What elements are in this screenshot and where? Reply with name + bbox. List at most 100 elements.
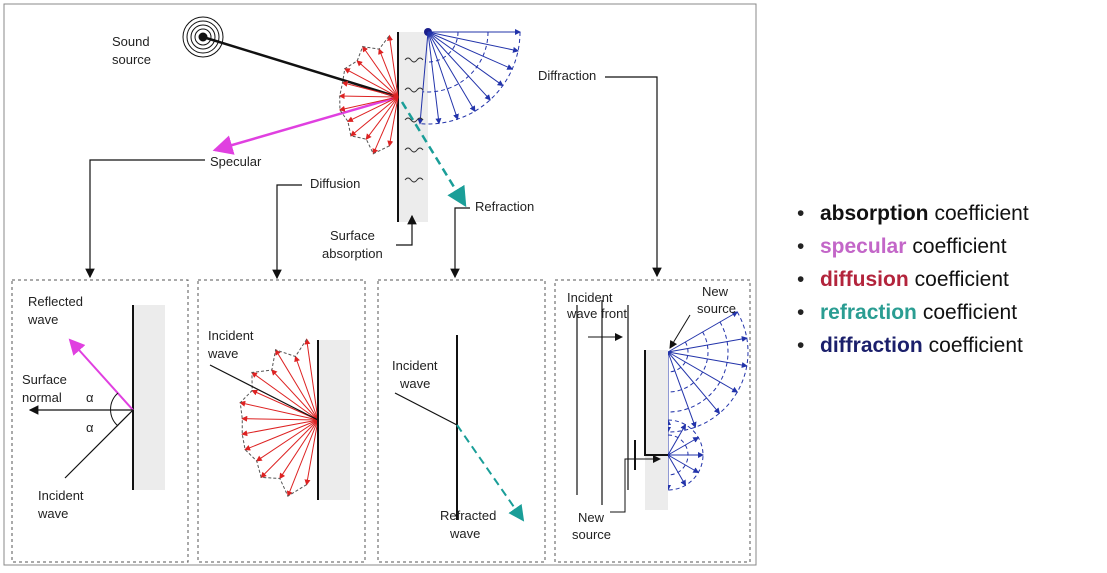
diffuse-ray bbox=[350, 96, 399, 137]
wave-arc bbox=[422, 31, 489, 93]
diffuse-ray bbox=[338, 93, 399, 100]
wall bbox=[133, 305, 165, 490]
diffuse-ray bbox=[241, 419, 319, 437]
diffuse-ray bbox=[362, 45, 399, 98]
coefficient-term: specular bbox=[820, 235, 906, 258]
diffuse-ray bbox=[343, 68, 399, 98]
diagram: Sound source Specular Diffusion Surface ab… bbox=[3, 3, 757, 566]
diffuse-ray bbox=[304, 338, 319, 421]
diffuse-ray bbox=[241, 415, 319, 422]
label: Refraction bbox=[475, 199, 534, 214]
absorption-squiggle bbox=[404, 87, 424, 93]
coefficient-item: diffraction coefficient bbox=[820, 334, 1023, 357]
diffract-ray bbox=[667, 454, 700, 473]
diffuse-ray bbox=[260, 419, 319, 479]
wave-arc bbox=[667, 341, 689, 373]
wall bbox=[318, 340, 350, 500]
angle-arc bbox=[110, 392, 119, 427]
label: Refracted wave bbox=[440, 508, 496, 541]
coefficient-item: diffusion coefficient bbox=[820, 268, 1009, 291]
diffract-ray bbox=[427, 31, 459, 121]
refraction-ray bbox=[400, 101, 467, 208]
label: New source bbox=[697, 284, 736, 316]
bullet: • bbox=[797, 235, 804, 258]
wave-arc bbox=[667, 321, 729, 413]
panel-frames bbox=[11, 279, 751, 563]
diffract-ray bbox=[667, 454, 687, 487]
label: Diffraction bbox=[538, 68, 596, 83]
diffuse-envelope bbox=[239, 338, 308, 497]
fans bbox=[239, 29, 749, 498]
diffract-ray bbox=[667, 351, 721, 415]
coefficient-rest: coefficient bbox=[912, 235, 1006, 258]
diffract-ray bbox=[427, 31, 504, 87]
diffract-ray bbox=[427, 31, 476, 113]
coefficient-rest: coefficient bbox=[929, 334, 1023, 357]
coefficient-rest: coefficient bbox=[915, 268, 1009, 291]
coefficient-rest: coefficient bbox=[923, 301, 1017, 324]
arrow bbox=[669, 314, 691, 349]
diffract-ray bbox=[427, 31, 520, 53]
diffract-ray bbox=[667, 351, 739, 393]
label: Incident wave bbox=[392, 358, 438, 391]
diffuse-ray bbox=[279, 419, 319, 480]
diffuse-ray bbox=[341, 81, 399, 98]
coefficient-rest: coefficient bbox=[935, 202, 1029, 225]
diffuse-ray bbox=[294, 355, 319, 421]
diffract-ray bbox=[427, 31, 442, 125]
label: Diffusion bbox=[310, 176, 360, 191]
incident-ray bbox=[64, 409, 134, 479]
diffract-ray bbox=[667, 437, 700, 456]
wall bbox=[645, 350, 668, 510]
diffuse-ray bbox=[286, 419, 319, 498]
diffuse-ray bbox=[275, 348, 319, 421]
label: Specular bbox=[210, 154, 262, 169]
diffuse-envelope bbox=[339, 35, 390, 155]
diffuse-ray bbox=[255, 419, 319, 462]
diffuse-ray bbox=[304, 419, 319, 486]
wave-arc bbox=[667, 419, 704, 491]
coefficient-term: refraction bbox=[820, 301, 917, 324]
frame bbox=[3, 3, 757, 566]
absorption-squiggle bbox=[404, 57, 424, 63]
incident-ray bbox=[209, 364, 319, 421]
coefficient-term: absorption bbox=[820, 202, 929, 225]
coefficient-item: absorption coefficient bbox=[820, 202, 1029, 225]
wave-arc bbox=[425, 31, 459, 63]
diffuse-ray bbox=[356, 60, 399, 98]
bullet: • bbox=[797, 334, 804, 357]
label: α bbox=[86, 390, 94, 405]
diffuse-ray bbox=[244, 419, 319, 451]
diffuse-ray bbox=[372, 96, 399, 155]
diffuse-ray bbox=[338, 96, 399, 112]
diffuse-ray bbox=[239, 400, 319, 421]
specular-ray bbox=[212, 95, 399, 155]
diffract-ray bbox=[427, 31, 491, 101]
bullet: • bbox=[797, 301, 804, 324]
label: Incident wave bbox=[207, 328, 254, 361]
coefficient-term: diffraction bbox=[820, 334, 923, 357]
diffract-ray bbox=[417, 31, 429, 125]
legend: • absorption coefficient • specular coefficie… bbox=[797, 202, 1029, 357]
coefficient-term: diffusion bbox=[820, 268, 909, 291]
wall bbox=[398, 32, 428, 222]
label: Surface absorption bbox=[322, 228, 383, 261]
refracted-ray bbox=[456, 424, 525, 522]
bullet: • bbox=[797, 202, 804, 225]
absorption-squiggle bbox=[404, 177, 424, 183]
coefficient-item: refraction coefficient bbox=[820, 301, 1017, 324]
diffract-ray bbox=[667, 351, 748, 368]
diffuse-ray bbox=[387, 96, 399, 147]
diffract-ray bbox=[667, 423, 687, 456]
incident-ray bbox=[394, 392, 458, 426]
wave-arc bbox=[667, 434, 689, 476]
connectors bbox=[85, 76, 662, 280]
label: α bbox=[86, 420, 94, 435]
absorption-squiggle bbox=[404, 117, 424, 123]
label: Sound source bbox=[112, 34, 151, 67]
label: New source bbox=[572, 510, 611, 542]
incident-ray bbox=[202, 35, 399, 99]
label: Incident wave front bbox=[566, 290, 627, 321]
coefficient-item: specular coefficient bbox=[820, 235, 1007, 258]
